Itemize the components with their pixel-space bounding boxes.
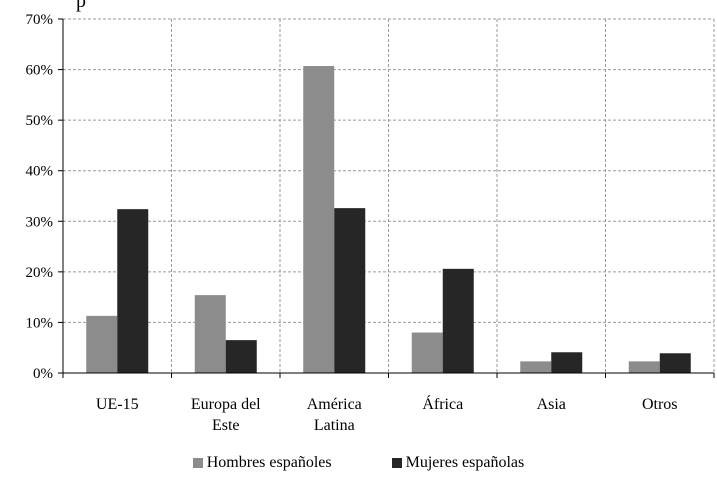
x-category-label: Otros <box>642 396 678 413</box>
y-tick-label: 0% <box>33 366 53 382</box>
bar-mujeres <box>442 268 474 373</box>
y-tick-label: 50% <box>26 113 54 129</box>
bar-mujeres <box>334 208 366 373</box>
legend-item-mujeres: Mujeres españolas <box>391 454 525 472</box>
legend-swatch-hombres <box>192 458 203 468</box>
x-category-label: África <box>422 394 463 413</box>
legend-swatch-mujeres <box>391 458 402 468</box>
chart-legend: Hombres españoles Mujeres españolas <box>0 454 717 473</box>
y-tick-label: 60% <box>26 63 54 79</box>
bar-hombres <box>194 295 226 373</box>
x-category-label: UE-15 <box>96 396 139 413</box>
bar-hombres <box>628 361 660 373</box>
bar-mujeres <box>117 209 149 373</box>
x-category-label: América Latina <box>307 396 362 434</box>
y-tick-label: 20% <box>26 265 54 281</box>
y-tick-label: 40% <box>26 164 54 180</box>
y-tick-label: 70% <box>26 12 54 28</box>
y-tick-label: 30% <box>26 214 54 230</box>
chart-title-fragment: p <box>76 0 86 12</box>
bar-hombres <box>303 66 335 373</box>
bar-mujeres <box>659 353 691 373</box>
legend-label-hombres: Hombres españoles <box>206 454 332 471</box>
x-category-label: Asia <box>537 396 566 413</box>
y-tick-label: 10% <box>26 315 54 331</box>
x-category-label: Europa del Este <box>191 396 261 434</box>
bar-hombres <box>411 332 443 373</box>
bar-hombres <box>86 315 118 373</box>
bar-hombres <box>520 361 552 373</box>
legend-item-hombres: Hombres españoles <box>192 454 332 472</box>
bar-mujeres <box>225 340 257 373</box>
bar-mujeres <box>551 352 583 373</box>
legend-label-mujeres: Mujeres españolas <box>405 454 525 471</box>
